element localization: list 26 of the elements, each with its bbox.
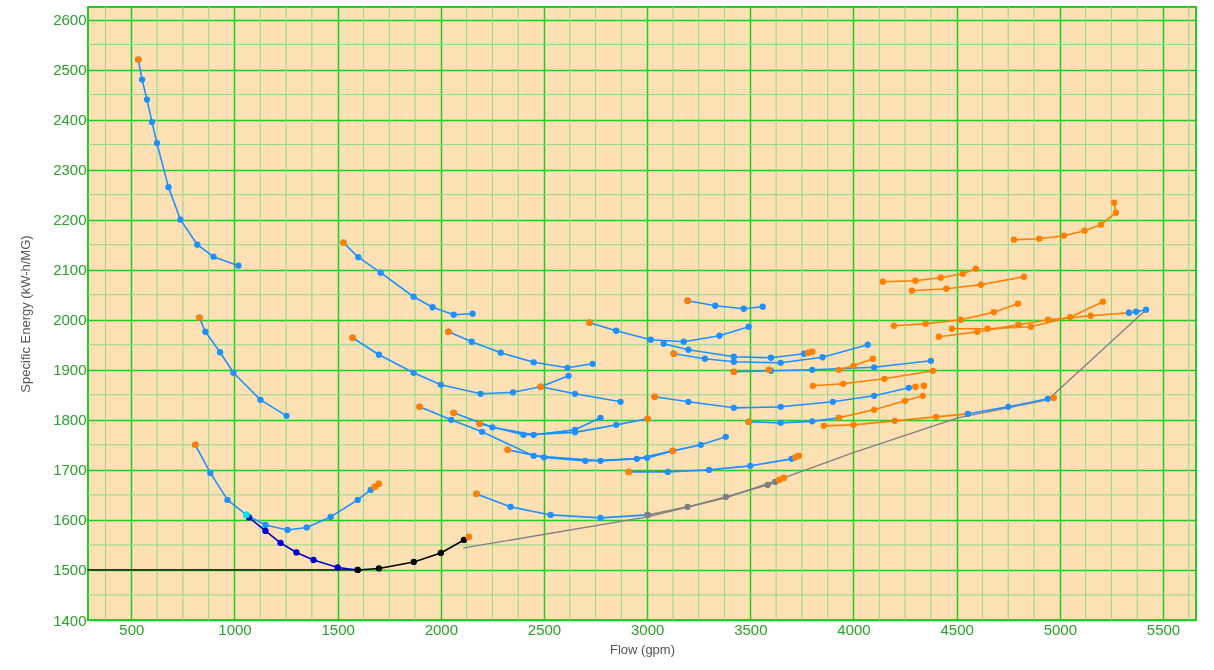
- x-tick-label: 3500: [734, 620, 768, 638]
- y-tick-label: 2300: [53, 161, 87, 179]
- y-tick-label: 2200: [53, 211, 87, 229]
- x-tick-label: 4000: [837, 620, 871, 638]
- y-axis-title: Specific Energy (kW-h/MG): [18, 235, 34, 393]
- x-tick-label: 3000: [630, 620, 665, 638]
- y-tick-label: 1800: [53, 411, 87, 429]
- x-tick-label: 1500: [321, 620, 355, 638]
- y-tick-label: 2400: [53, 111, 87, 129]
- x-tick-label: 1000: [218, 620, 252, 638]
- x-tick-label: 2000: [424, 620, 459, 638]
- y-tick-label: 2000: [53, 311, 87, 329]
- y-tick-label: 1700: [53, 461, 87, 479]
- y-tick-label: 2600: [53, 11, 87, 29]
- x-tick-label: 5000: [1043, 620, 1078, 638]
- x-tick-label: 2500: [527, 620, 562, 638]
- y-tick-label: 1900: [53, 361, 87, 379]
- y-tick-label: 1600: [53, 511, 87, 529]
- x-tick-label: 500: [119, 620, 145, 638]
- y-tick-label: 2100: [53, 261, 87, 279]
- y-tick-label: 1400: [53, 611, 87, 629]
- x-axis-title: Flow (gpm): [609, 641, 676, 657]
- y-tick-label: 2500: [53, 61, 87, 79]
- y-tick-label: 1500: [53, 561, 87, 579]
- x-tick-label: 5500: [1146, 620, 1181, 638]
- x-tick-label: 4500: [940, 620, 974, 638]
